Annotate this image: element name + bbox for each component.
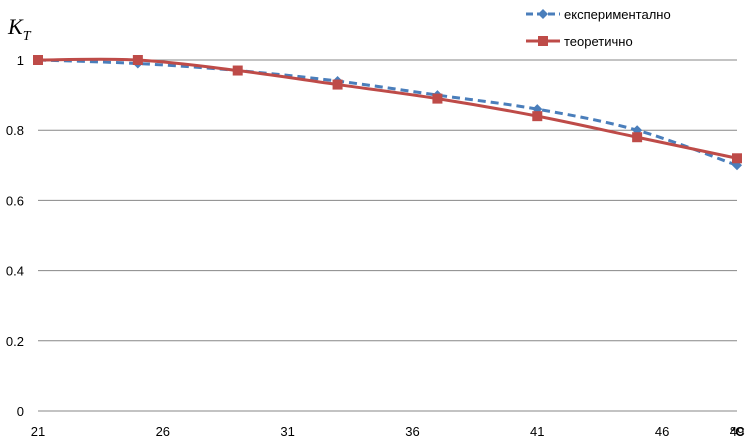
data-point-1 — [632, 132, 643, 143]
data-series — [33, 55, 742, 171]
y-tick-label: 1 — [17, 53, 24, 68]
x-tick-label: 36 — [405, 424, 419, 439]
legend-marker-theoretical — [538, 36, 548, 46]
data-point-1 — [33, 55, 43, 65]
x-tick-label: 26 — [156, 424, 170, 439]
y-tick-label: 0.2 — [6, 334, 24, 349]
legend-label-theoretical: теоретично — [564, 34, 633, 49]
data-point-1 — [132, 55, 143, 65]
series-line-0 — [37, 58, 738, 167]
legend-label-experimental: експериментално — [564, 7, 671, 22]
y-tick-label: 0.4 — [6, 264, 24, 279]
series-line-1 — [37, 57, 738, 160]
legend: експериментално теоретично — [526, 7, 671, 49]
legend-marker-shape — [538, 36, 548, 46]
data-point-1 — [432, 93, 443, 104]
x-tick-label: 21 — [31, 424, 45, 439]
x-tick-label: 49 — [730, 424, 744, 439]
x-axis-unit-label: °C — [730, 424, 745, 439]
data-point-1 — [332, 79, 343, 90]
data-point-1 — [732, 153, 742, 164]
x-tick-labels: 21 26 31 36 41 46 49 — [31, 424, 744, 439]
x-tick-label: 41 — [530, 424, 544, 439]
y-tick-labels: 0 0.2 0.4 0.6 0.8 1 — [6, 53, 24, 419]
legend-marker-experimental — [538, 9, 548, 19]
x-tick-label: 46 — [655, 424, 669, 439]
x-tick-label: 31 — [280, 424, 294, 439]
y-tick-label: 0.8 — [6, 123, 24, 138]
y-tick-label: 0 — [17, 404, 24, 419]
grid-lines — [38, 59, 737, 342]
data-point-1 — [532, 111, 543, 122]
y-tick-label: 0.6 — [6, 193, 24, 208]
y-axis-label: KT — [7, 14, 32, 44]
legend-marker-shape — [538, 9, 548, 19]
data-point-1 — [232, 65, 243, 76]
